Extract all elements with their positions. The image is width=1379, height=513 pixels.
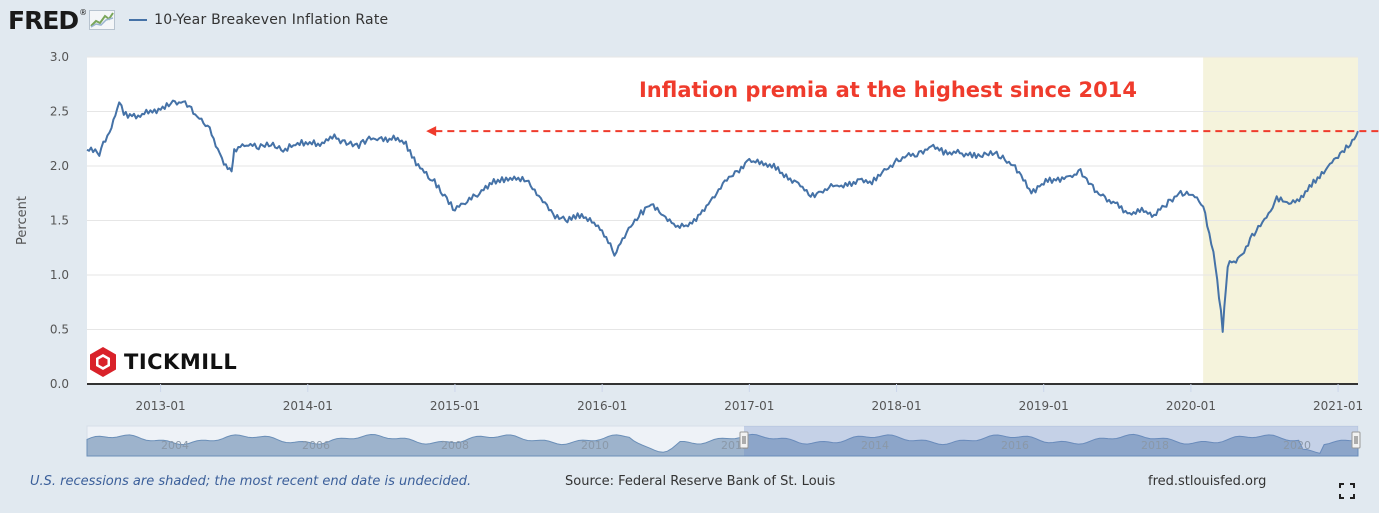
y-axis-ticks: 0.0 0.5 1.0 1.5 2.0 2.5 3.0 xyxy=(50,50,69,391)
navigator-series xyxy=(86,433,1359,457)
y-tick-label: 2.5 xyxy=(50,105,69,119)
y-tick-label: 0.0 xyxy=(50,377,69,391)
annotation-arrowhead xyxy=(426,126,437,137)
x-tick-label: 2020-01 xyxy=(1166,399,1216,413)
legend-swatch xyxy=(129,19,148,21)
x-tick-label: 2013-01 xyxy=(136,399,186,413)
x-tick-label: 2021-01 xyxy=(1313,399,1363,413)
navigator-tick-label: 2008 xyxy=(441,439,469,452)
navigator-tick-label: 2004 xyxy=(161,439,189,452)
expand-icon[interactable] xyxy=(1339,483,1355,499)
recession-footnote: U.S. recessions are shaded; the most rec… xyxy=(30,474,472,489)
annotation-group: Inflation premia at the highest since 20… xyxy=(426,78,1379,137)
series-line xyxy=(86,99,1359,333)
line-chart-icon xyxy=(89,10,116,30)
x-tick-label: 2015-01 xyxy=(430,399,480,413)
y-tick-label: 0.5 xyxy=(50,323,69,337)
x-axis-ticks: 2013-01 2014-01 2015-01 2016-01 2017-01 2018-… xyxy=(136,384,1363,413)
fred-logo[interactable]: FRED ® xyxy=(8,5,116,35)
navigator-handle-right[interactable] xyxy=(1351,431,1361,449)
navigator-tick-label: 2010 xyxy=(581,439,609,452)
fred-logo-text: FRED xyxy=(8,5,79,35)
x-tick-label: 2018-01 xyxy=(871,399,921,413)
navigator-tick-label: 2016 xyxy=(1001,439,1029,452)
navigator-tick-label: 2018 xyxy=(1141,439,1169,452)
hexagon-logo-icon xyxy=(90,347,116,377)
y-tick-label: 1.0 xyxy=(50,268,69,282)
fred-link[interactable]: fred.stlouisfed.org xyxy=(1148,474,1267,489)
chart-legend[interactable]: 10-Year Breakeven Inflation Rate xyxy=(129,12,388,28)
legend-label: 10-Year Breakeven Inflation Rate xyxy=(154,12,389,28)
navigator-tick-label: 2014 xyxy=(861,439,889,452)
x-tick-label: 2016-01 xyxy=(577,399,627,413)
tickmill-watermark: TICKMILL xyxy=(88,346,237,378)
series-line-group[interactable] xyxy=(86,99,1359,333)
navigator-selection xyxy=(744,426,1358,456)
navigator-tick-label: 2020 xyxy=(1283,439,1311,452)
tickmill-wordmark: TICKMILL xyxy=(124,350,238,374)
annotation-text: Inflation premia at the highest since 20… xyxy=(639,78,1137,102)
y-tick-label: 3.0 xyxy=(50,50,69,64)
y-tick-label: 1.5 xyxy=(50,214,69,228)
x-tick-label: 2019-01 xyxy=(1019,399,1069,413)
grid-lines xyxy=(87,56,1358,385)
chart-header: FRED ® 10-Year Breakeven Inflation Rate xyxy=(8,4,388,36)
x-tick-label: 2014-01 xyxy=(283,399,333,413)
y-tick-label: 2.0 xyxy=(50,159,69,173)
navigator[interactable]: 2004 2006 2008 2010 2012 2014 2016 2018 2020 xyxy=(86,425,1361,457)
y-axis-label: Percent xyxy=(15,196,30,245)
navigator-handle-left[interactable] xyxy=(739,431,749,449)
navigator-tick-label: 2006 xyxy=(302,439,330,452)
x-tick-label: 2017-01 xyxy=(724,399,774,413)
fred-registered-mark: ® xyxy=(79,7,88,17)
source-text: Source: Federal Reserve Bank of St. Loui… xyxy=(565,474,836,489)
